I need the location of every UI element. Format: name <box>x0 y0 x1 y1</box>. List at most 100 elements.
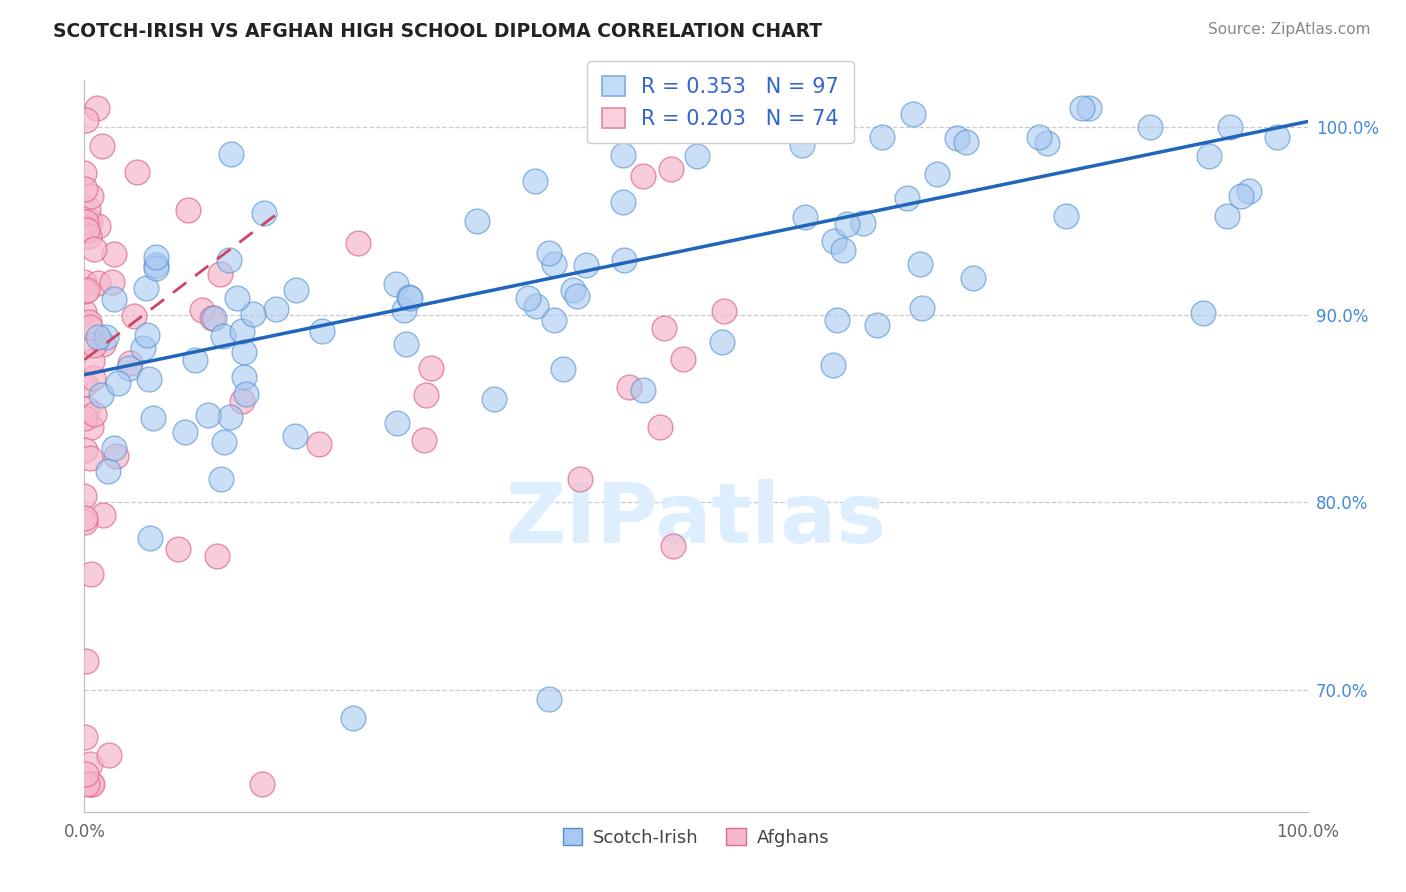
Point <box>955 136 977 150</box>
Point <box>75 113 97 128</box>
Point <box>103 292 125 306</box>
Point <box>1191 306 1213 320</box>
Point <box>73 275 96 289</box>
Point <box>83 243 105 257</box>
Point <box>311 324 333 338</box>
Point <box>73 182 96 196</box>
Point <box>209 472 232 486</box>
Point <box>794 210 817 224</box>
Point <box>252 776 274 790</box>
Point <box>135 328 157 343</box>
Point <box>523 174 546 188</box>
Point <box>90 388 112 402</box>
Point <box>308 436 330 450</box>
Point <box>103 441 125 455</box>
Point <box>612 147 634 161</box>
Point <box>562 283 585 297</box>
Point <box>80 420 103 434</box>
Point <box>465 214 488 228</box>
Point <box>75 654 97 668</box>
Point <box>825 105 848 120</box>
Point <box>91 139 114 153</box>
Point <box>218 252 240 267</box>
Point <box>538 692 561 706</box>
Point <box>221 147 243 161</box>
Point <box>79 214 101 228</box>
Point <box>79 757 101 772</box>
Point <box>118 360 141 375</box>
Point <box>415 388 437 402</box>
Point <box>342 711 364 725</box>
Point <box>946 131 969 145</box>
Point <box>412 433 434 447</box>
Point <box>75 215 97 229</box>
Point <box>79 319 101 334</box>
Point <box>86 102 108 116</box>
Point <box>73 221 96 235</box>
Point <box>385 416 408 430</box>
Point <box>76 776 98 790</box>
Point <box>125 165 148 179</box>
Point <box>142 410 165 425</box>
Point <box>524 299 547 313</box>
Point <box>135 281 157 295</box>
Point <box>962 271 984 285</box>
Point <box>75 766 97 780</box>
Point <box>543 313 565 327</box>
Point <box>80 776 103 790</box>
Point <box>1028 130 1050 145</box>
Point <box>73 166 96 180</box>
Point <box>1139 120 1161 134</box>
Point <box>77 228 100 243</box>
Point <box>97 464 120 478</box>
Point <box>790 138 813 153</box>
Point <box>76 202 98 216</box>
Point <box>145 261 167 276</box>
Point <box>177 203 200 218</box>
Point <box>851 216 873 230</box>
Point <box>419 361 441 376</box>
Point <box>235 386 257 401</box>
Text: ZIPatlas: ZIPatlas <box>506 479 886 559</box>
Point <box>138 372 160 386</box>
Point <box>73 442 96 457</box>
Point <box>1054 210 1077 224</box>
Point <box>97 747 120 762</box>
Point <box>231 394 253 409</box>
Point <box>648 420 671 434</box>
Point <box>87 330 110 344</box>
Point <box>385 277 408 292</box>
Point <box>77 315 100 329</box>
Point <box>231 324 253 338</box>
Point <box>184 352 207 367</box>
Point <box>482 392 505 406</box>
Point <box>631 383 654 397</box>
Point <box>575 258 598 272</box>
Point <box>212 328 235 343</box>
Point <box>205 549 228 563</box>
Point <box>76 223 98 237</box>
Legend: Scotch-Irish, Afghans: Scotch-Irish, Afghans <box>555 821 837 854</box>
Point <box>73 515 96 529</box>
Point <box>253 205 276 219</box>
Point <box>83 407 105 421</box>
Point <box>779 119 801 133</box>
Point <box>120 356 142 370</box>
Point <box>1078 102 1101 116</box>
Point <box>75 511 97 525</box>
Point <box>87 276 110 290</box>
Point <box>1239 184 1261 198</box>
Point <box>218 410 240 425</box>
Point <box>837 217 859 231</box>
Point <box>551 362 574 376</box>
Point <box>73 218 96 232</box>
Point <box>91 336 114 351</box>
Point <box>394 303 416 318</box>
Point <box>202 310 225 325</box>
Point <box>901 106 924 120</box>
Point <box>107 376 129 391</box>
Point <box>613 253 636 268</box>
Point <box>346 236 368 251</box>
Point <box>104 450 127 464</box>
Point <box>284 429 307 443</box>
